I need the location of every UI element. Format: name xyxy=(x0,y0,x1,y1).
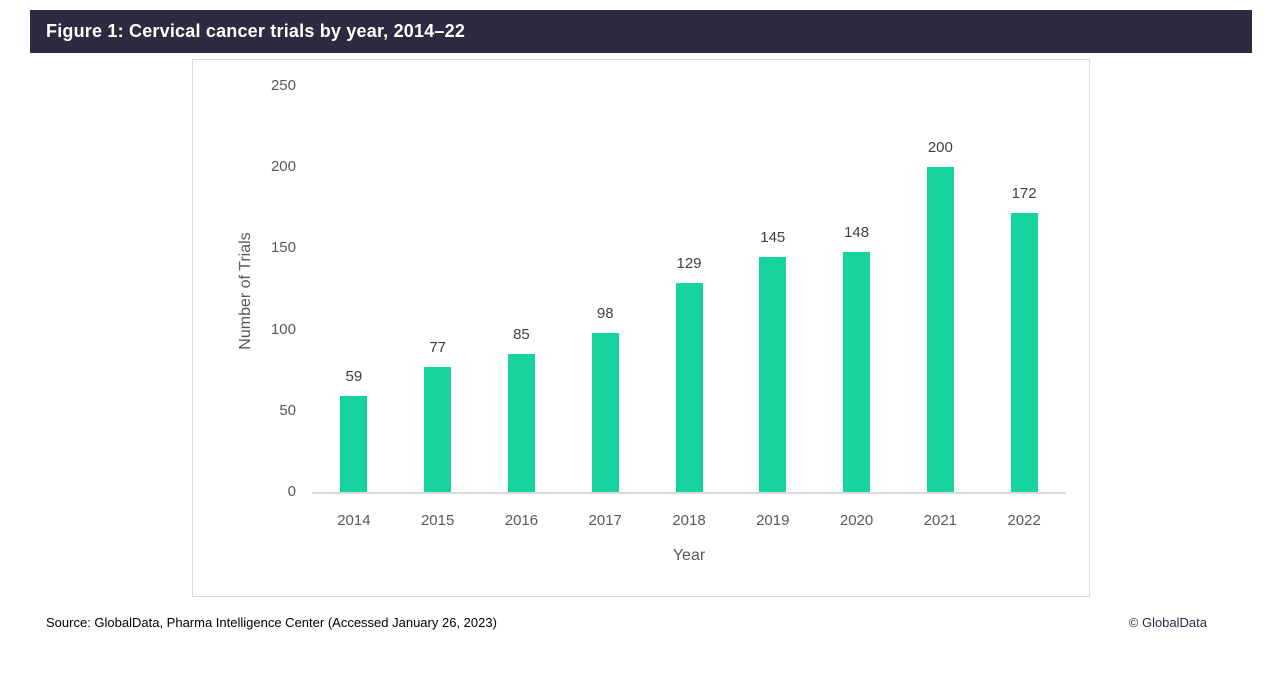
bar-2020 xyxy=(843,251,871,492)
x-tick-label-2021: 2021 xyxy=(923,512,958,529)
figure-title-bar: Figure 1: Cervical cancer trials by year… xyxy=(30,10,1252,53)
figure-title: Figure 1: Cervical cancer trials by year… xyxy=(46,21,466,41)
x-tick-label-2015: 2015 xyxy=(420,512,455,529)
y-tick-label: 50 xyxy=(279,401,296,419)
y-axis-title: Number of Trials xyxy=(237,232,254,350)
x-tick-label-2014: 2014 xyxy=(337,512,371,529)
x-tick-label-2017: 2017 xyxy=(588,512,622,529)
bar-2022 xyxy=(1010,212,1038,492)
value-label-2019: 145 xyxy=(760,228,786,246)
bar-2017 xyxy=(591,332,619,492)
y-tick-label: 0 xyxy=(287,483,296,500)
value-label-2018: 129 xyxy=(676,254,702,272)
source-note: Source: GlobalData, Pharma Intelligence … xyxy=(46,615,497,630)
chart-container: 0 50 100 150 200 250 59 2014 77 2015 85 2016 98 2017 1… xyxy=(192,59,1090,597)
x-tick-label-2018: 2018 xyxy=(672,512,706,529)
value-label-2015: 77 xyxy=(429,338,446,356)
bar-2021 xyxy=(926,167,954,492)
plot-area: 0 50 100 150 200 250 59 2014 77 2015 85 2016 98 2017 1… xyxy=(193,60,1089,596)
bar-2016 xyxy=(507,353,535,492)
y-tick-label: 200 xyxy=(270,158,296,176)
y-tick-label: 250 xyxy=(270,77,296,94)
bar-2015 xyxy=(424,366,452,492)
bar-2018 xyxy=(675,282,703,492)
value-label-2014: 59 xyxy=(345,368,363,386)
value-label-2020: 148 xyxy=(844,223,870,241)
value-label-2021: 200 xyxy=(927,139,953,157)
x-tick-label-2020: 2020 xyxy=(839,512,874,529)
x-axis-title: Year xyxy=(672,547,706,564)
bar-2019 xyxy=(759,256,787,492)
copyright-note: © GlobalData xyxy=(1128,615,1207,630)
x-tick-label-2019: 2019 xyxy=(756,512,790,529)
x-tick-label-2022: 2022 xyxy=(1007,512,1041,529)
bar-2014 xyxy=(340,396,368,492)
footer: Source: GlobalData, Pharma Intelligence … xyxy=(46,615,1207,630)
x-tick-label-2016: 2016 xyxy=(504,512,539,529)
value-label-2022: 172 xyxy=(1011,184,1037,202)
value-label-2017: 98 xyxy=(596,304,614,322)
value-label-2016: 85 xyxy=(513,325,530,343)
x-axis-line xyxy=(312,492,1066,494)
y-tick-label: 100 xyxy=(270,320,296,338)
y-tick-label: 150 xyxy=(270,239,296,257)
